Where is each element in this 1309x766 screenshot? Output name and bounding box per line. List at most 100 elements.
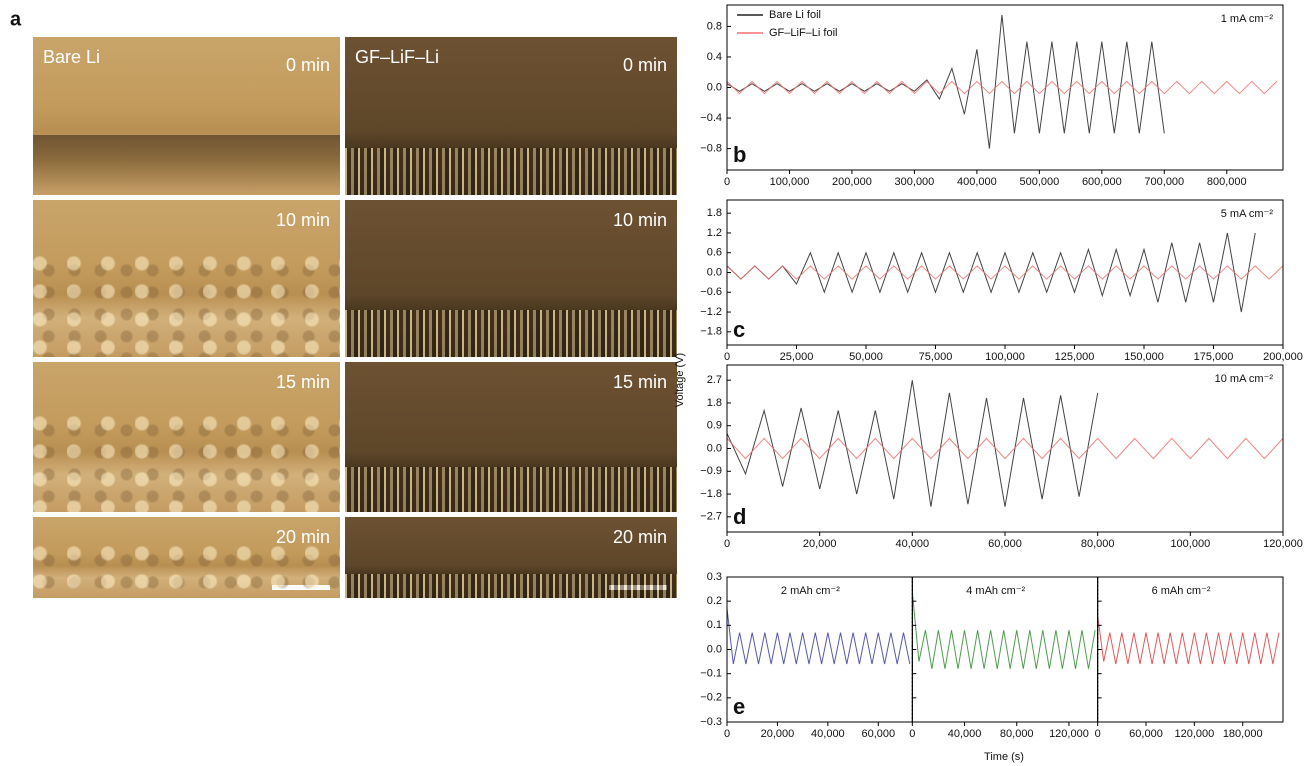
time-label: 15 min: [275, 372, 330, 392]
x-tick-label: 175,000: [1194, 351, 1234, 363]
sample-label: Bare Li: [43, 47, 101, 67]
panel-label: d: [733, 504, 746, 529]
photo: 15 min: [33, 362, 340, 512]
panel-label: c: [733, 317, 745, 342]
panel-label: e: [733, 694, 745, 719]
y-tick-label: −0.6: [700, 286, 722, 298]
annotation: 10 mA cm⁻²: [1215, 373, 1274, 385]
y-tick-label: −0.4: [700, 112, 722, 124]
y-axis-label: Voltage (V): [674, 353, 686, 407]
y-tick-label: −0.1: [700, 668, 722, 680]
x-tick-label: 200,000: [832, 176, 872, 188]
time-label: 20 min: [612, 527, 667, 547]
x-tick-label: 0: [909, 728, 915, 740]
x-tick-label: 25,000: [780, 351, 814, 363]
x-tick-label: 120,000: [1049, 728, 1089, 740]
y-tick-label: 0.3: [707, 571, 722, 583]
y-tick-label: 1.2: [707, 227, 722, 239]
x-tick-label: 80,000: [1081, 538, 1115, 550]
y-tick-label: 0.0: [707, 442, 722, 454]
y-tick-label: −2.7: [700, 511, 722, 523]
annotation: 1 mA cm⁻²: [1221, 13, 1274, 25]
x-tick-label: 50,000: [849, 351, 883, 363]
y-tick-label: 0.0: [707, 643, 722, 655]
x-tick-label: 400,000: [957, 176, 997, 188]
y-tick-label: 0.9: [707, 420, 722, 432]
series-line: [1097, 615, 1280, 665]
y-tick-label: −0.3: [700, 716, 722, 728]
x-tick-label: 20,000: [803, 538, 837, 550]
plot-frame: [911, 576, 1099, 723]
x-tick-label: 500,000: [1019, 176, 1059, 188]
panel-label: b: [733, 142, 746, 167]
x-tick-label: 200,000: [1263, 351, 1303, 363]
annotation: 2 mAh cm⁻²: [781, 585, 840, 597]
time-label: 20 min: [275, 527, 330, 547]
y-tick-label: −0.8: [700, 143, 722, 155]
time-label: 0 min: [622, 55, 667, 75]
photo: 0 min GF–LiF–Li: [345, 37, 677, 195]
legend-label: Bare Li foil: [769, 9, 821, 21]
x-axis-label: Time (s): [984, 751, 1024, 763]
series-line: [726, 608, 911, 665]
y-tick-label: 0.2: [707, 595, 722, 607]
x-tick-label: 60,000: [1129, 728, 1163, 740]
y-tick-label: −1.2: [700, 306, 722, 318]
y-tick-label: 2.7: [707, 374, 722, 386]
x-tick-label: 0: [724, 728, 730, 740]
y-tick-label: −1.8: [700, 326, 722, 338]
y-tick-label: 1.8: [707, 207, 722, 219]
photo: 10 min: [33, 200, 340, 357]
x-tick-label: 60,000: [861, 728, 895, 740]
x-tick-label: 120,000: [1263, 538, 1303, 550]
legend-label: GF–LiF–Li foil: [769, 27, 837, 39]
x-tick-label: 75,000: [919, 351, 953, 363]
x-tick-label: 60,000: [988, 538, 1022, 550]
x-tick-label: 40,000: [896, 538, 930, 550]
x-tick-label: 0: [724, 176, 730, 188]
x-tick-label: 800,000: [1207, 176, 1247, 188]
x-tick-label: 40,000: [948, 728, 982, 740]
photo: 20 min: [345, 517, 677, 598]
photo: 10 min: [345, 200, 677, 357]
x-tick-label: 0: [724, 538, 730, 550]
photo: 20 min: [33, 517, 340, 598]
series-line: [726, 14, 1165, 149]
photo: 0 min Bare Li: [33, 37, 340, 195]
x-tick-label: 120,000: [1174, 728, 1214, 740]
time-label: 10 min: [612, 210, 667, 230]
annotation: 6 mAh cm⁻²: [1152, 585, 1211, 597]
x-tick-label: 300,000: [895, 176, 935, 188]
y-tick-label: 0.1: [707, 619, 722, 631]
x-tick-label: 80,000: [1000, 728, 1034, 740]
y-tick-label: 0.6: [707, 247, 722, 259]
x-tick-label: 20,000: [761, 728, 795, 740]
series-line: [726, 380, 1099, 507]
panel-label: a: [10, 8, 22, 30]
x-tick-label: 150,000: [1124, 351, 1164, 363]
series-line: [726, 437, 1284, 460]
time-label: 15 min: [612, 372, 667, 392]
y-tick-label: 0.0: [707, 81, 722, 93]
x-tick-label: 600,000: [1082, 176, 1122, 188]
photo: 15 min: [345, 362, 677, 512]
plot-frame: [726, 576, 913, 723]
series-line: [911, 591, 1096, 669]
x-tick-label: 100,000: [985, 351, 1025, 363]
sample-label: GF–LiF–Li: [355, 47, 440, 67]
x-tick-label: 0: [1095, 728, 1101, 740]
x-tick-label: 40,000: [811, 728, 845, 740]
annotation: 4 mAh cm⁻²: [966, 585, 1025, 597]
series-line: [726, 80, 1278, 95]
y-tick-label: −0.2: [700, 692, 722, 704]
y-tick-label: 1.8: [707, 397, 722, 409]
series-line: [726, 265, 1284, 280]
x-tick-label: 180,000: [1223, 728, 1263, 740]
y-tick-label: 0.8: [707, 20, 722, 32]
y-tick-label: −1.8: [700, 488, 722, 500]
time-label: 10 min: [275, 210, 330, 230]
y-tick-label: 0.0: [707, 266, 722, 278]
x-tick-label: 100,000: [1170, 538, 1210, 550]
